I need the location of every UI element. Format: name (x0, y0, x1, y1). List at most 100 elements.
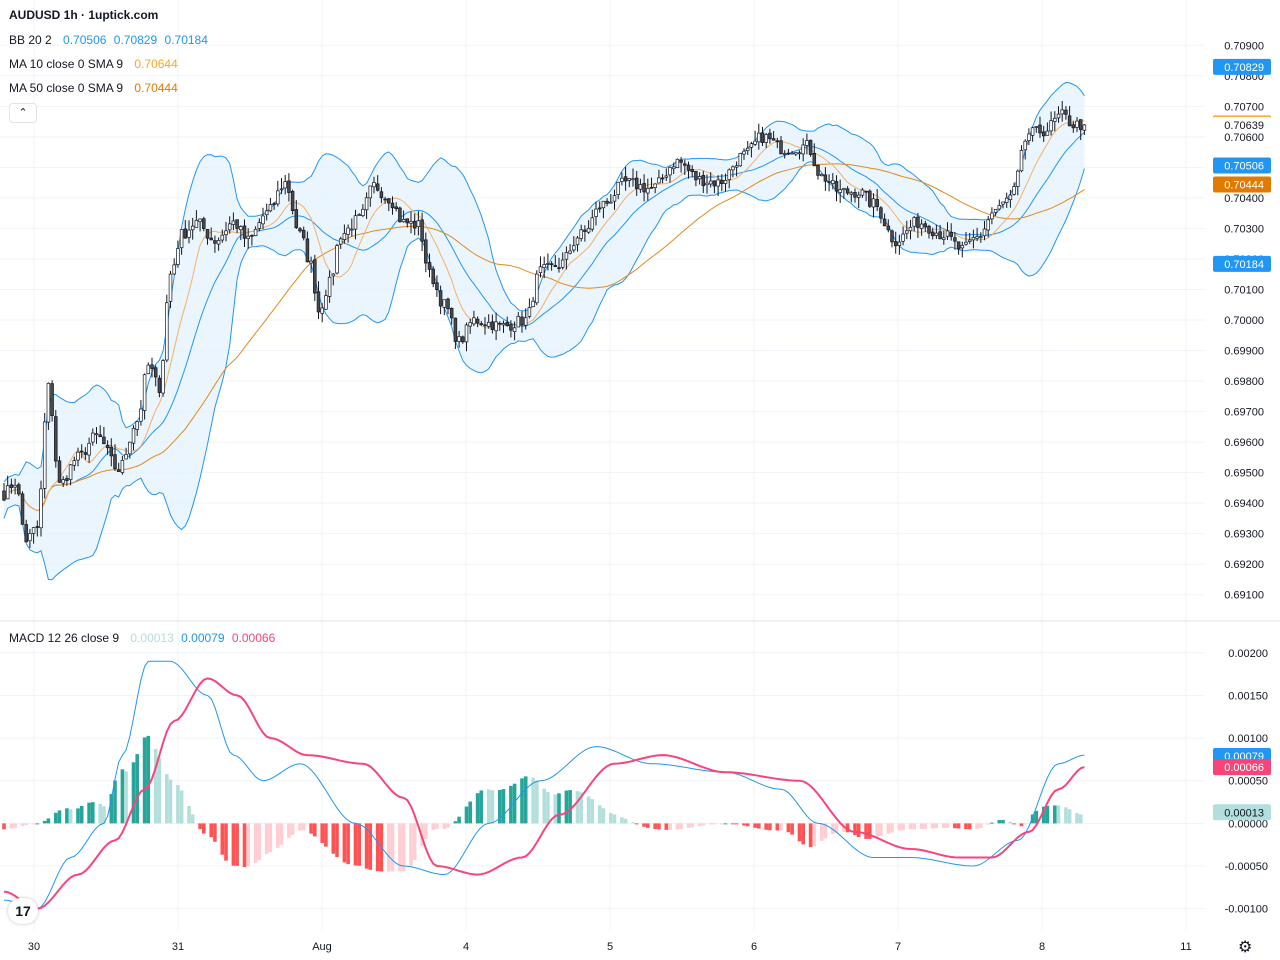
candle-body (1001, 201, 1005, 205)
time-axis[interactable]: 30 31 Aug 4 5 6 7 8 11 (28, 941, 1192, 953)
candle-body (631, 178, 635, 181)
macd-histogram-bar (764, 823, 768, 830)
candle-body (694, 170, 698, 181)
candle-body (1078, 119, 1083, 131)
candle-body (5, 485, 10, 500)
candle-body (819, 174, 824, 177)
candle-body (157, 377, 162, 393)
candle-body (575, 237, 580, 246)
ma10-legend[interactable]: MA 10 close 0 SMA 9 0.70644 (9, 57, 182, 71)
candle-body (834, 181, 839, 192)
candle-body (309, 260, 313, 264)
macd-histogram-bar (579, 792, 583, 824)
candle-body (453, 317, 458, 342)
candle-body (690, 169, 694, 173)
macd-histogram-bar (287, 823, 291, 838)
candle-body (57, 460, 62, 483)
macd-histogram-bar (353, 823, 358, 866)
macd-histogram-bar (834, 823, 839, 833)
candle-body (338, 238, 343, 245)
candle-body (327, 276, 332, 297)
candle-body (279, 188, 284, 191)
macd-histogram-bar (268, 823, 273, 852)
candle-body (231, 220, 236, 225)
candle-body (1060, 109, 1064, 115)
candle-body (808, 139, 813, 155)
candle-body (771, 138, 776, 141)
candle-body (268, 204, 273, 212)
macd-histogram-bar (46, 818, 51, 824)
macd-histogram-bar (919, 823, 924, 830)
macd-badge (1213, 759, 1271, 776)
macd-histogram-bar (975, 823, 979, 830)
candle-body (738, 152, 743, 167)
macd-histogram-bar (435, 823, 439, 829)
candle-body (856, 194, 861, 198)
candle-body (227, 223, 232, 231)
macd-histogram-bar (923, 823, 928, 829)
candle-body (912, 217, 916, 227)
candle-body (797, 152, 802, 155)
ma50-legend[interactable]: MA 50 close 0 SMA 9 0.70444 (9, 81, 182, 95)
price-axis[interactable]: 0.709000.708000.707000.706000.705000.704… (1213, 40, 1271, 602)
candle-body (842, 188, 846, 191)
candle-body (708, 180, 713, 185)
macd-histogram-bar (1019, 823, 1024, 827)
candle-body (849, 192, 854, 195)
candle-body (586, 228, 591, 233)
macd-histogram-bar (475, 793, 480, 824)
bb-lower-value: 0.70184 (164, 33, 208, 47)
tradingview-logo[interactable]: 17 (8, 898, 38, 924)
candle-body (749, 143, 754, 148)
macd-histogram-bar (601, 808, 606, 824)
candle-body (727, 169, 731, 180)
price-tick-label: 0.69500 (1224, 468, 1264, 480)
macd-histogram-bar (109, 793, 114, 824)
candle-body (1016, 170, 1020, 187)
price-pane[interactable] (2, 81, 1087, 581)
candle-body (416, 220, 421, 228)
candle-body (305, 238, 310, 263)
time-tick-label: 6 (751, 941, 757, 953)
macd-histogram-bar (142, 737, 147, 824)
macd-histogram-bar (409, 823, 413, 866)
candle-body (934, 232, 939, 236)
collapse-legend-button[interactable]: ⌃ (9, 103, 37, 123)
candle-body (28, 533, 32, 542)
candle-body (65, 477, 69, 481)
macd-badge-label: 0.00066 (1224, 762, 1264, 774)
macd-histogram-bar (557, 793, 561, 824)
candle-body (642, 183, 646, 193)
candle-body (653, 183, 657, 188)
gear-icon[interactable]: ⚙ (1238, 939, 1253, 956)
macd-histogram-bar (446, 823, 450, 828)
macd-legend[interactable]: MACD 12 26 close 9 0.00013 0.00079 0.000… (9, 631, 279, 645)
candle-body (1082, 124, 1087, 131)
price-badge (1213, 255, 1271, 272)
candle-body (768, 132, 772, 140)
macd-histogram-bar (845, 823, 850, 833)
macd-histogram-bar (91, 802, 95, 824)
macd-axis[interactable]: 0.00200 0.00150 0.00100 0.00050 0.00000 -0.00… (1213, 648, 1271, 916)
price-tick-label: 0.70600 (1224, 132, 1264, 144)
macd-histogram-bar (35, 823, 40, 825)
macd-histogram-bar (335, 823, 339, 858)
candle-body (579, 229, 583, 239)
macd-badge (1213, 804, 1271, 821)
bb-legend[interactable]: BB 20 2 0.70506 0.70829 0.70184 (9, 33, 212, 47)
macd-histogram-bar (964, 823, 968, 830)
macd-histogram-bar (179, 790, 184, 824)
macd-pane[interactable] (2, 660, 1085, 910)
candle-body (620, 177, 624, 182)
macd-histogram-bar (1075, 813, 1079, 824)
macd-histogram-bar (823, 823, 828, 839)
candle-body (993, 208, 998, 213)
candle-body (264, 210, 269, 216)
candle-body (116, 469, 121, 472)
macd-histogram-bar (646, 823, 650, 828)
candle-body (942, 237, 946, 240)
candle-body (35, 526, 40, 528)
macd-histogram-bar (31, 823, 36, 825)
candle-body (720, 179, 724, 185)
